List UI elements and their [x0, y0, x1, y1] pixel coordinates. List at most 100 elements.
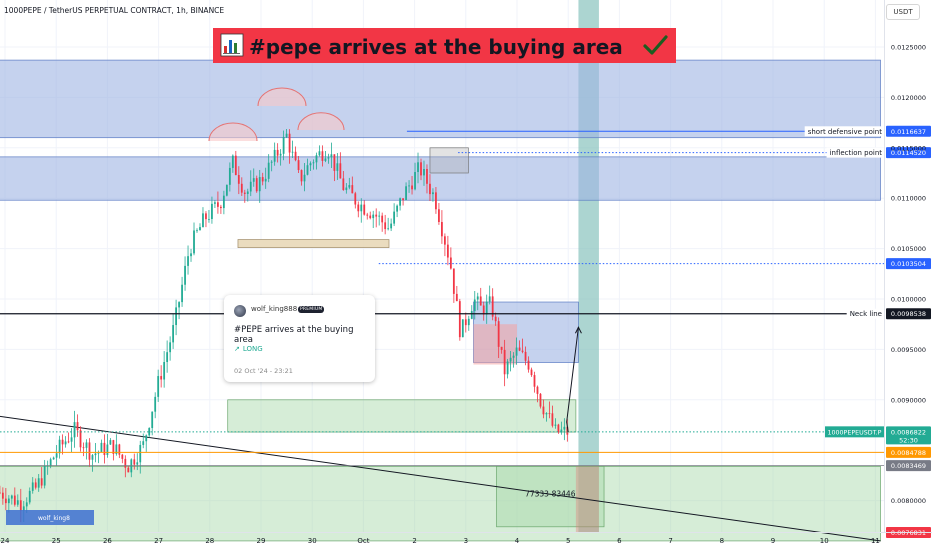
price-tag-value: 0.0116637: [891, 128, 926, 136]
banner: #pepe arrives at the buying area: [213, 28, 676, 63]
candle-body: [49, 459, 52, 466]
candle-body: [420, 162, 422, 176]
currency-button[interactable]: USDT: [886, 4, 920, 20]
candle-body: [109, 440, 112, 445]
candle-body: [300, 170, 303, 182]
candle-body: [282, 136, 285, 154]
candle-body: [73, 422, 76, 438]
candle-body: [16, 500, 19, 505]
x-tick-label: 11: [871, 537, 880, 545]
candle-body: [488, 296, 491, 302]
candle-body: [136, 462, 139, 465]
candle-body: [166, 352, 169, 363]
y-tick-label: 0.0115000: [891, 144, 926, 152]
candle-body: [234, 155, 237, 175]
x-tick-label: 28: [205, 537, 214, 545]
banner-background: [213, 28, 676, 63]
candle-body: [160, 376, 163, 380]
candle-body: [106, 444, 109, 456]
candle-body: [318, 151, 321, 156]
watermark-text: wolf_king8: [38, 515, 70, 522]
candle-body: [423, 168, 425, 176]
price-tag-value: 0.0083469: [891, 462, 926, 470]
candle-body: [115, 444, 118, 454]
candle-body: [228, 167, 231, 185]
idea-card[interactable]: wolf_king888 PREMIUM #PEPE arrives at th…: [224, 295, 375, 382]
candle-body: [441, 222, 443, 237]
idea-username[interactable]: wolf_king888: [251, 305, 298, 313]
candle-body: [133, 459, 136, 465]
candle-body: [333, 154, 336, 171]
candle-body: [85, 442, 88, 448]
candle-body: [381, 215, 384, 223]
candle-body: [303, 174, 306, 182]
price-tag: [886, 460, 931, 472]
watermark: wolf_king8: [6, 510, 94, 525]
candle-body: [563, 426, 566, 430]
x-tick-label: 6: [617, 537, 622, 545]
candle-body: [22, 506, 25, 511]
symbol-title: 1000PEPE / TetherUS PERPETUAL CONTRACT, …: [4, 6, 224, 15]
candle-body: [408, 185, 410, 187]
candle-body: [357, 204, 360, 212]
candle-body: [509, 357, 512, 362]
idea-title[interactable]: #PEPE arrives at the buying area: [234, 325, 354, 345]
candle-body: [360, 204, 363, 212]
candle-body: [288, 133, 291, 153]
candle-body: [252, 178, 255, 182]
candle-body: [527, 360, 530, 370]
x-tick-label: 4: [515, 537, 520, 545]
candle-body: [124, 458, 127, 468]
candle-body: [187, 256, 189, 266]
y-tick-label: 0.0120000: [891, 94, 926, 102]
candle-body: [524, 351, 527, 361]
candle-body: [432, 192, 434, 195]
candle-body: [52, 457, 55, 460]
candle-body: [28, 490, 31, 503]
candle-body: [103, 442, 106, 456]
candle-body: [190, 253, 192, 257]
candle-body: [181, 284, 183, 303]
zone-box: [0, 465, 881, 542]
candle-body: [273, 149, 276, 162]
candle-body: [25, 502, 28, 507]
candle-body: [222, 195, 225, 209]
candle-body: [324, 158, 327, 161]
candle-body: [225, 184, 228, 196]
candle-body: [411, 185, 413, 190]
candle-body: [503, 349, 506, 375]
candle-body: [175, 307, 177, 326]
candle-body: [363, 204, 366, 215]
candle-body: [121, 454, 124, 459]
candle-body: [70, 437, 73, 442]
zone-layer: 77333-83446: [0, 0, 881, 542]
candle-body: [34, 482, 37, 488]
candle-body: [157, 376, 160, 397]
candle-body: [458, 301, 461, 338]
candle-body: [7, 498, 10, 504]
candle-body: [58, 439, 61, 454]
candle-body: [285, 133, 288, 137]
price-tag: [886, 426, 931, 445]
candle-body: [539, 393, 542, 407]
zone-box: [0, 156, 881, 201]
candle-body: [178, 302, 180, 308]
candle-body: [67, 441, 70, 443]
candle-body: [497, 321, 500, 347]
candle-body: [452, 268, 455, 294]
price-tag-value: 0.0086822: [891, 428, 926, 436]
x-tick-label: 2: [412, 537, 416, 545]
candle-body: [345, 187, 348, 191]
x-tick-label: 25: [52, 537, 61, 545]
y-tick-label: 0.0090000: [891, 396, 926, 404]
price-tag: [886, 147, 931, 159]
candle-body: [88, 442, 91, 460]
candle-body: [494, 316, 497, 322]
candle-body: [267, 162, 270, 179]
candle-body: [1, 492, 4, 499]
price-tag-value: 0.0076831: [891, 529, 926, 537]
candle-body: [348, 185, 351, 188]
candle-body: [435, 192, 437, 210]
candle-body: [169, 342, 172, 353]
